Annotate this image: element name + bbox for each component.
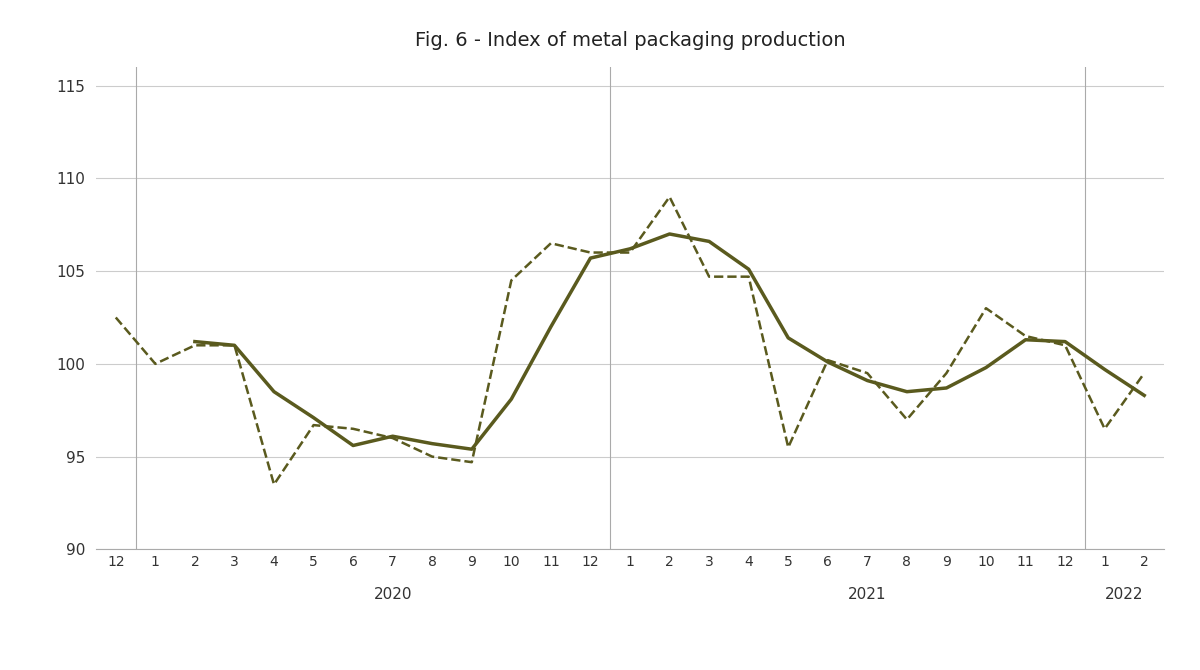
Title: Fig. 6 - Index of metal packaging production: Fig. 6 - Index of metal packaging produc… [415, 31, 845, 50]
Text: 2021: 2021 [848, 586, 887, 602]
Text: 2022: 2022 [1105, 586, 1144, 602]
Legend: Metal packaging, 3 months moving average metal packaging: Metal packaging, 3 months moving average… [336, 669, 924, 670]
Text: 2020: 2020 [373, 586, 412, 602]
